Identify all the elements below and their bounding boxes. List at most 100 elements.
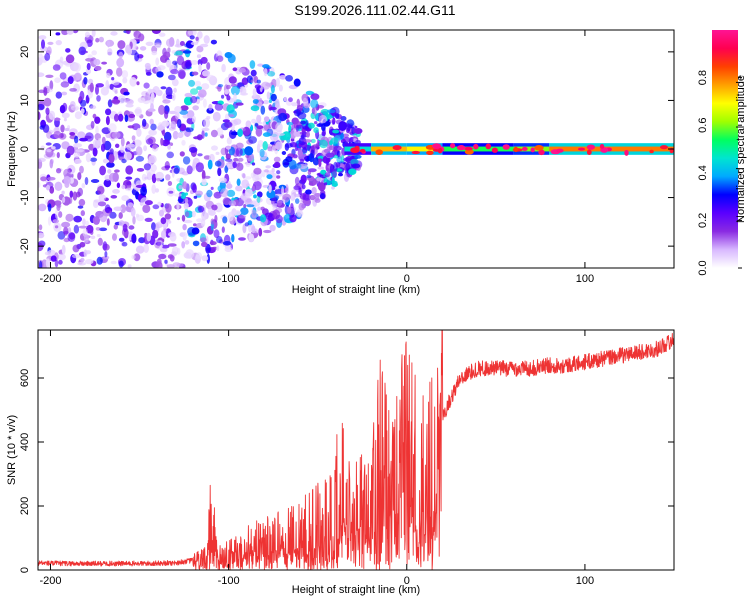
spectrogram-cell (281, 186, 285, 196)
spectrogram-cell (45, 258, 51, 268)
spectrogram-cell (108, 123, 117, 133)
spectrogram-cell (138, 237, 146, 244)
spectrogram-cell (116, 182, 121, 189)
carrier-peak (586, 144, 596, 150)
spectrogram-cell (224, 121, 233, 128)
carrier-line (442, 146, 514, 152)
colorbar: 0.0 0.2 0.4 0.6 0.8 Normalized spectral ampl… (697, 30, 747, 276)
spectrogram-cell (85, 152, 91, 163)
spectrogram-cell (140, 186, 148, 196)
spectrogram-cell (73, 72, 83, 83)
spectrogram-cell (49, 80, 54, 91)
spectrogram-cell (263, 99, 269, 105)
spectrogram-cell (196, 54, 202, 59)
carrier-peak (464, 149, 474, 155)
y-tick-label: 600 (19, 369, 31, 387)
spectrogram-cell (190, 88, 199, 95)
spectrogram-cell (121, 70, 129, 79)
spectrogram-cell (254, 84, 262, 90)
spectrogram-cell (236, 178, 241, 186)
colorbar-tick-label: 0.8 (697, 70, 709, 85)
spectrogram-cell (319, 193, 326, 200)
spectrogram-cell (47, 176, 56, 181)
spectrogram-cell (175, 111, 180, 120)
spectrogram-cell (161, 120, 170, 127)
spectrogram-cell (240, 207, 249, 215)
spectrogram-cell (84, 234, 89, 243)
spectrogram-cell (167, 181, 173, 186)
spectrogram-cell (52, 219, 59, 224)
spectrogram-cell (227, 211, 234, 222)
spectrogram-cell (187, 30, 197, 37)
spectrogram-cell (160, 137, 164, 146)
spectrogram-cell (181, 139, 186, 146)
carrier-peak (660, 145, 668, 150)
spectrogram-cell (185, 127, 194, 133)
spectrogram-cell (104, 251, 108, 258)
spectrogram-cell (208, 103, 213, 111)
spectrogram-cell (125, 187, 133, 192)
spectrogram-cell (63, 226, 69, 236)
spectrogram-cell (110, 260, 117, 265)
spectrogram-cell (44, 251, 51, 256)
spectrogram-cell (224, 165, 229, 174)
spectrogram-cell (77, 172, 82, 181)
spectrogram-cell (213, 229, 220, 239)
spectrogram-cell (310, 99, 319, 109)
spectrogram-cell (250, 69, 257, 77)
spectrogram-cell (235, 142, 244, 149)
spectrogram-cell (136, 81, 140, 86)
spectrogram-cell (70, 105, 80, 111)
spectrogram-cell (211, 145, 218, 151)
spectrogram-cell (115, 143, 120, 148)
spectrogram-cell (221, 226, 225, 233)
spectrogram-cell (313, 106, 317, 117)
spectrogram-cell (78, 225, 88, 229)
colorbar-tick-label: 0.0 (697, 260, 709, 275)
spectrogram-cell (295, 198, 300, 204)
spectrogram-cell (161, 244, 170, 249)
spectrogram-cell (283, 96, 287, 102)
spectrogram-cell (155, 261, 163, 268)
spectrogram-cell (60, 81, 70, 88)
spectrogram-cell (152, 229, 159, 239)
spectrogram-cell (293, 193, 301, 198)
spectrogram-cell (123, 92, 128, 96)
spectrogram-cell (75, 149, 85, 153)
spectrogram-cell (282, 193, 291, 201)
spectrogram-cell (54, 117, 61, 121)
spectrogram-cell (55, 40, 62, 46)
spectrogram-cell (291, 102, 298, 107)
spectrogram-cell (45, 74, 54, 79)
spectrogram-cell (201, 170, 206, 180)
spectrogram-cell (109, 172, 117, 182)
spectrogram-cell (195, 36, 199, 41)
spectrogram-cell (111, 131, 121, 139)
spectrogram-cell (230, 85, 240, 96)
spectrogram-cell (45, 184, 51, 191)
spectrogram-cell (62, 196, 66, 203)
spectrogram-cell (265, 165, 272, 169)
spectrogram-cell (242, 173, 246, 179)
spectrogram-cell (226, 95, 231, 101)
carrier-peak (649, 149, 654, 154)
spectrogram-cell (185, 61, 192, 69)
spectrogram-cell (276, 132, 285, 136)
spectrogram-cell (177, 132, 184, 139)
spectrogram-cell (209, 241, 217, 246)
spectrogram-cell (300, 120, 306, 125)
spectrogram-cell (185, 211, 190, 218)
spectrogram-cell (263, 123, 270, 131)
spectrogram-cell (196, 45, 204, 53)
spectrogram-cell (210, 129, 218, 138)
spectrogram-cell (182, 231, 187, 241)
spectrogram-cell (184, 240, 190, 245)
spectrogram-cell (195, 190, 203, 196)
spectrogram-cell (186, 165, 193, 175)
carrier-peak (463, 146, 473, 151)
spectrogram-cell (251, 185, 256, 192)
spectrogram-cell (136, 168, 145, 172)
spectrogram-cell (80, 257, 85, 263)
spectrogram-cell (244, 146, 254, 156)
spectrogram-cell (175, 50, 183, 56)
